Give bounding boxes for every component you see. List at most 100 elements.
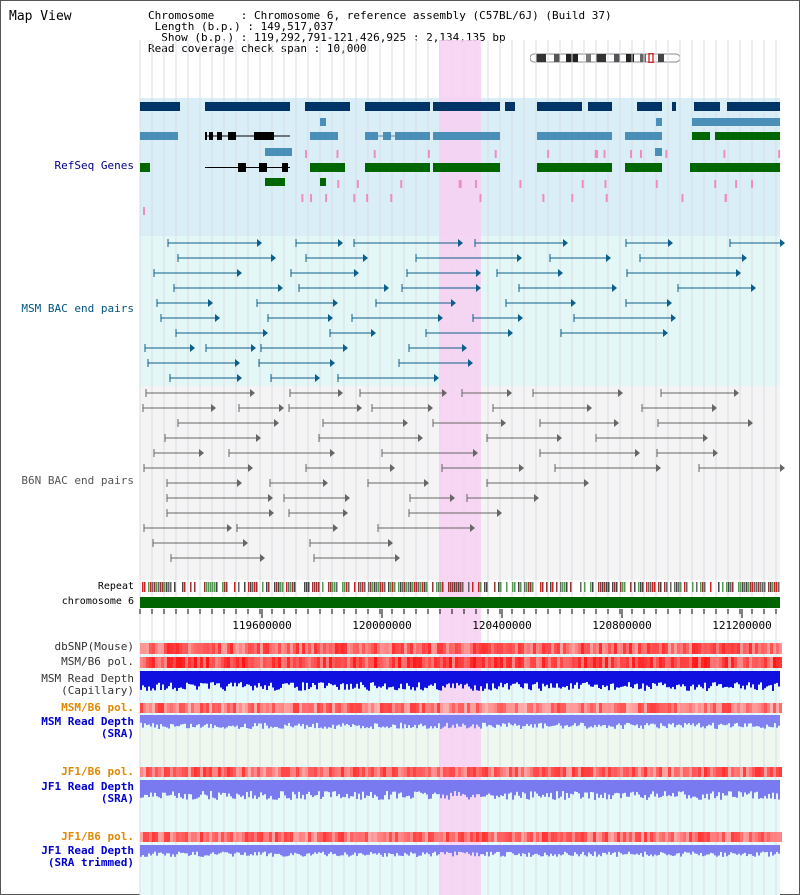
heat-cell <box>344 657 347 668</box>
depth-bar <box>278 780 280 798</box>
depth-bar <box>650 715 652 724</box>
depth-bar <box>284 845 286 857</box>
heat-cell <box>314 643 317 654</box>
depth-bar <box>696 715 698 725</box>
heat-cell <box>722 832 725 842</box>
depth-bar <box>396 845 398 854</box>
heat-cell <box>521 703 524 713</box>
depth-bar <box>640 715 642 726</box>
heat-cell <box>254 767 257 777</box>
depth-bar <box>248 845 250 856</box>
heat-cell <box>491 643 494 654</box>
depth-bar <box>322 780 324 797</box>
repeat-mark <box>562 582 564 592</box>
heat-cell <box>176 767 179 777</box>
depth-bar <box>572 671 574 689</box>
depth-bar <box>364 780 366 799</box>
refseq-marker <box>325 194 328 202</box>
track-label-b6n-bac-end-pairs[interactable]: B6N BAC end pairs <box>21 474 134 487</box>
depth-bar <box>666 715 668 729</box>
heat-cell <box>647 703 650 713</box>
track-label-refseq-genes[interactable]: RefSeq Genes <box>54 159 134 172</box>
depth-bar <box>394 715 396 725</box>
depth-bar <box>248 671 250 685</box>
gene-block <box>537 163 612 172</box>
track-label-msm-read-depth-capillary[interactable]: MSM Read Depth (Capillary) <box>41 673 134 697</box>
repeat-mark <box>364 582 366 592</box>
repeat-mark <box>704 582 706 592</box>
depth-bar <box>244 671 246 687</box>
heat-cell <box>470 657 473 668</box>
depth-bar <box>318 715 320 729</box>
depth-bar <box>596 845 598 857</box>
heat-cell <box>722 703 725 713</box>
depth-bar <box>142 715 144 728</box>
heat-cell <box>629 643 632 654</box>
heat-cell <box>581 767 584 777</box>
heat-cell <box>734 643 737 654</box>
track-label-dbsnp[interactable]: dbSNP(Mouse) <box>54 640 134 653</box>
depth-bar <box>344 715 346 726</box>
heat-cell <box>323 832 326 842</box>
heat-cell <box>488 767 491 777</box>
track-label-jf1-read-depth-trimmed[interactable]: JF1 Read Depth (SRA trimmed) <box>41 845 134 869</box>
bac-end-arrow <box>211 404 216 412</box>
heat-cell <box>515 767 518 777</box>
depth-bar <box>392 780 394 792</box>
repeat-mark <box>206 582 208 592</box>
depth-bar <box>534 671 536 684</box>
depth-bar <box>148 780 150 797</box>
depth-bar <box>728 715 730 724</box>
depth-bar <box>606 715 608 729</box>
refseq-marker <box>571 194 574 202</box>
heat-cell <box>728 657 731 668</box>
track-label-repeat[interactable]: Repeat <box>97 581 134 592</box>
depth-bar <box>216 715 218 727</box>
heat-cell <box>410 643 413 654</box>
track-label-msm-b6-pol[interactable]: MSM/B6 pol. <box>61 655 134 668</box>
depth-bar <box>460 845 462 853</box>
heat-cell <box>224 657 227 668</box>
track-label-jf1-b6-pol[interactable]: JF1/B6 pol. <box>61 765 134 778</box>
track-label-jf1-b6-pol-2[interactable]: JF1/B6 pol. <box>61 830 134 843</box>
depth-bar <box>262 845 264 853</box>
depth-bar <box>226 671 228 687</box>
depth-bar <box>704 715 706 729</box>
track-label-msm-read-depth-sra[interactable]: MSM Read Depth (SRA) <box>41 716 134 740</box>
depth-bar <box>244 715 246 724</box>
depth-bar <box>314 715 316 729</box>
depth-bar <box>320 780 322 799</box>
heat-cell <box>362 643 365 654</box>
depth-bar <box>408 845 410 856</box>
depth-bar <box>288 715 290 724</box>
repeat-mark <box>164 582 166 592</box>
depth-bar <box>318 671 320 683</box>
depth-bar <box>356 845 358 856</box>
depth-bar <box>452 780 454 797</box>
heat-cell <box>524 703 527 713</box>
depth-bar <box>412 715 414 728</box>
repeat-mark <box>770 582 772 592</box>
depth-bar <box>454 780 456 792</box>
repeat-mark <box>532 582 534 592</box>
repeat-mark <box>754 582 756 592</box>
depth-bar <box>294 671 296 688</box>
depth-bar <box>680 715 682 726</box>
heat-cell <box>728 703 731 713</box>
depth-bar <box>702 780 704 795</box>
heat-cell <box>248 703 251 713</box>
depth-bar <box>154 780 156 793</box>
heat-cell <box>140 643 143 654</box>
heat-cell <box>161 767 164 777</box>
track-label-msm-bac-end-pairs[interactable]: MSM BAC end pairs <box>21 302 134 315</box>
depth-bar <box>584 845 586 856</box>
heat-cell <box>173 832 176 842</box>
heat-cell <box>437 643 440 654</box>
depth-bar <box>146 845 148 857</box>
heat-cell <box>761 832 764 842</box>
track-label-msm-b6-pol-sra[interactable]: MSM/B6 pol. <box>61 701 134 714</box>
depth-bar <box>502 671 504 688</box>
track-label-jf1-read-depth-sra[interactable]: JF1 Read Depth (SRA) <box>41 781 134 805</box>
depth-bar <box>636 671 638 684</box>
